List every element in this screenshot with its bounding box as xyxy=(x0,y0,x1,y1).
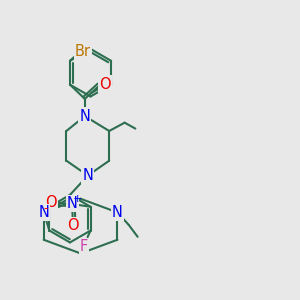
Text: N: N xyxy=(82,168,93,183)
Text: N: N xyxy=(38,205,49,220)
Text: O: O xyxy=(99,76,111,92)
Text: +: + xyxy=(73,194,82,204)
Text: N: N xyxy=(80,109,90,124)
Text: F: F xyxy=(80,239,88,254)
Text: N: N xyxy=(67,196,78,211)
Text: O: O xyxy=(45,195,56,210)
Text: Br: Br xyxy=(75,44,91,59)
Text: -: - xyxy=(44,202,48,215)
Text: N: N xyxy=(112,205,123,220)
Text: O: O xyxy=(67,218,79,233)
